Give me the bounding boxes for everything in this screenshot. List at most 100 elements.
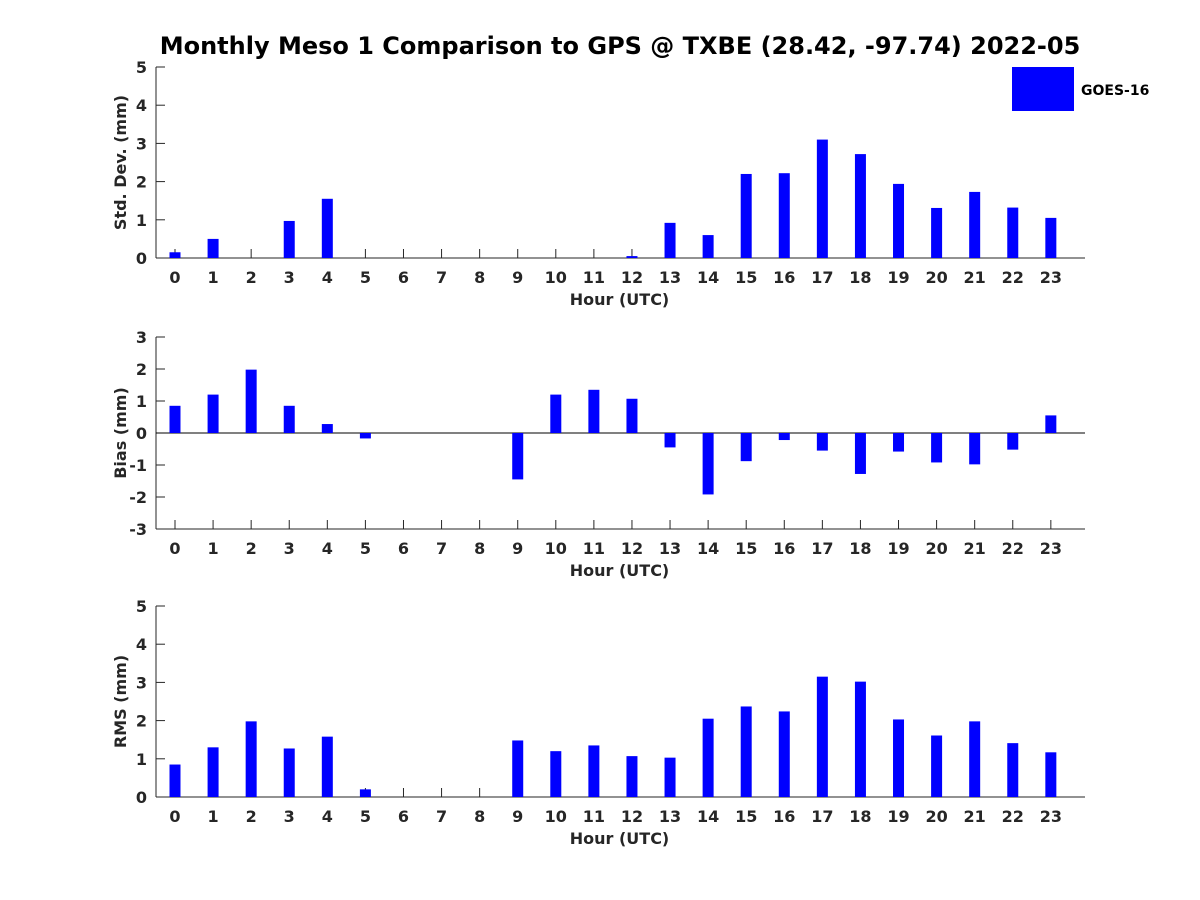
x-tick-label: 5 (360, 539, 371, 558)
x-tick-label: 11 (583, 807, 605, 826)
bar-hour-2 (245, 369, 257, 433)
x-tick-label: 5 (360, 268, 371, 287)
bar-hour-12 (626, 756, 638, 797)
y-axis-label: Bias (mm) (111, 387, 130, 479)
bar-hour-20 (931, 735, 943, 797)
bar-hour-13 (664, 222, 676, 258)
y-tick-label: 1 (136, 211, 147, 230)
x-tick-label: 1 (208, 539, 219, 558)
x-tick-label: 13 (659, 807, 681, 826)
x-tick-label: 16 (773, 539, 795, 558)
bar-hour-11 (588, 389, 600, 433)
bar-hour-4 (321, 198, 333, 258)
x-tick-label: 20 (925, 807, 947, 826)
x-tick-label: 13 (659, 268, 681, 287)
y-tick-label: -2 (129, 488, 147, 507)
x-tick-label: 7 (436, 807, 447, 826)
bar-hour-5 (359, 433, 371, 439)
x-tick-label: 17 (811, 268, 833, 287)
bar-hour-10 (550, 751, 562, 797)
x-tick-label: 2 (246, 268, 257, 287)
x-tick-label: 14 (697, 268, 719, 287)
x-tick-label: 11 (583, 268, 605, 287)
bar-hour-22 (1007, 207, 1019, 258)
bar-hour-13 (664, 433, 676, 448)
x-tick-label: 22 (1002, 807, 1024, 826)
bar-hour-1 (207, 747, 219, 797)
bar-hour-17 (816, 433, 828, 451)
x-tick-label: 22 (1002, 268, 1024, 287)
x-tick-label: 21 (964, 807, 986, 826)
x-tick-label: 0 (169, 807, 180, 826)
y-tick-label: 2 (136, 173, 147, 192)
x-tick-label: 7 (436, 539, 447, 558)
legend-label: GOES-16 (1081, 83, 1149, 99)
x-tick-label: 15 (735, 268, 757, 287)
y-tick-label: 3 (136, 328, 147, 347)
bar-hour-0 (169, 405, 181, 433)
bar-hour-22 (1007, 433, 1019, 450)
x-tick-label: 17 (811, 539, 833, 558)
x-tick-label: 3 (284, 268, 295, 287)
x-axis-label: Hour (UTC) (570, 561, 670, 580)
y-tick-label: 1 (136, 750, 147, 769)
y-tick-label: 0 (136, 424, 147, 443)
y-tick-label: 5 (136, 58, 147, 77)
x-tick-label: 2 (246, 807, 257, 826)
y-tick-label: 5 (136, 597, 147, 616)
bar-hour-19 (893, 433, 905, 452)
y-tick-label: -3 (129, 520, 147, 539)
bar-hour-15 (740, 706, 752, 797)
bar-hour-16 (778, 433, 790, 441)
x-tick-label: 2 (246, 539, 257, 558)
y-axis-label: Std. Dev. (mm) (111, 95, 130, 230)
x-tick-label: 0 (169, 268, 180, 287)
x-tick-label: 12 (621, 268, 643, 287)
bar-hour-3 (283, 405, 295, 433)
x-tick-label: 10 (545, 807, 567, 826)
x-tick-label: 4 (322, 807, 333, 826)
legend-swatch (1012, 67, 1074, 111)
bar-hour-3 (283, 220, 295, 258)
x-tick-label: 18 (849, 807, 871, 826)
bar-hour-5 (359, 789, 371, 797)
x-tick-label: 16 (773, 268, 795, 287)
x-axis-label: Hour (UTC) (570, 829, 670, 848)
x-tick-label: 1 (208, 807, 219, 826)
x-tick-label: 6 (398, 268, 409, 287)
x-tick-label: 3 (284, 539, 295, 558)
bar-hour-23 (1045, 752, 1057, 797)
bar-hour-19 (893, 183, 905, 258)
y-tick-label: 4 (136, 96, 147, 115)
y-tick-label: 2 (136, 360, 147, 379)
bar-hour-14 (702, 235, 714, 258)
bar-hour-11 (588, 745, 600, 797)
bar-hour-16 (778, 173, 790, 258)
bar-hour-16 (778, 711, 790, 797)
x-tick-label: 4 (322, 268, 333, 287)
bar-hour-21 (969, 721, 981, 797)
bar-hour-22 (1007, 743, 1019, 797)
x-tick-label: 22 (1002, 539, 1024, 558)
bar-hour-14 (702, 718, 714, 797)
x-tick-label: 15 (735, 807, 757, 826)
x-tick-label: 20 (925, 539, 947, 558)
y-tick-label: 4 (136, 635, 147, 654)
bar-hour-20 (931, 433, 943, 463)
x-tick-label: 0 (169, 539, 180, 558)
bar-hour-12 (626, 256, 638, 258)
y-tick-label: -1 (129, 456, 147, 475)
x-tick-label: 12 (621, 807, 643, 826)
x-tick-label: 23 (1040, 268, 1062, 287)
bar-hour-15 (740, 173, 752, 258)
x-tick-label: 9 (512, 807, 523, 826)
x-tick-label: 6 (398, 807, 409, 826)
bar-hour-2 (245, 721, 257, 797)
y-tick-label: 2 (136, 712, 147, 731)
bar-hour-17 (816, 139, 828, 258)
bar-hour-20 (931, 207, 943, 258)
bar-hour-19 (893, 719, 905, 797)
x-tick-label: 13 (659, 539, 681, 558)
